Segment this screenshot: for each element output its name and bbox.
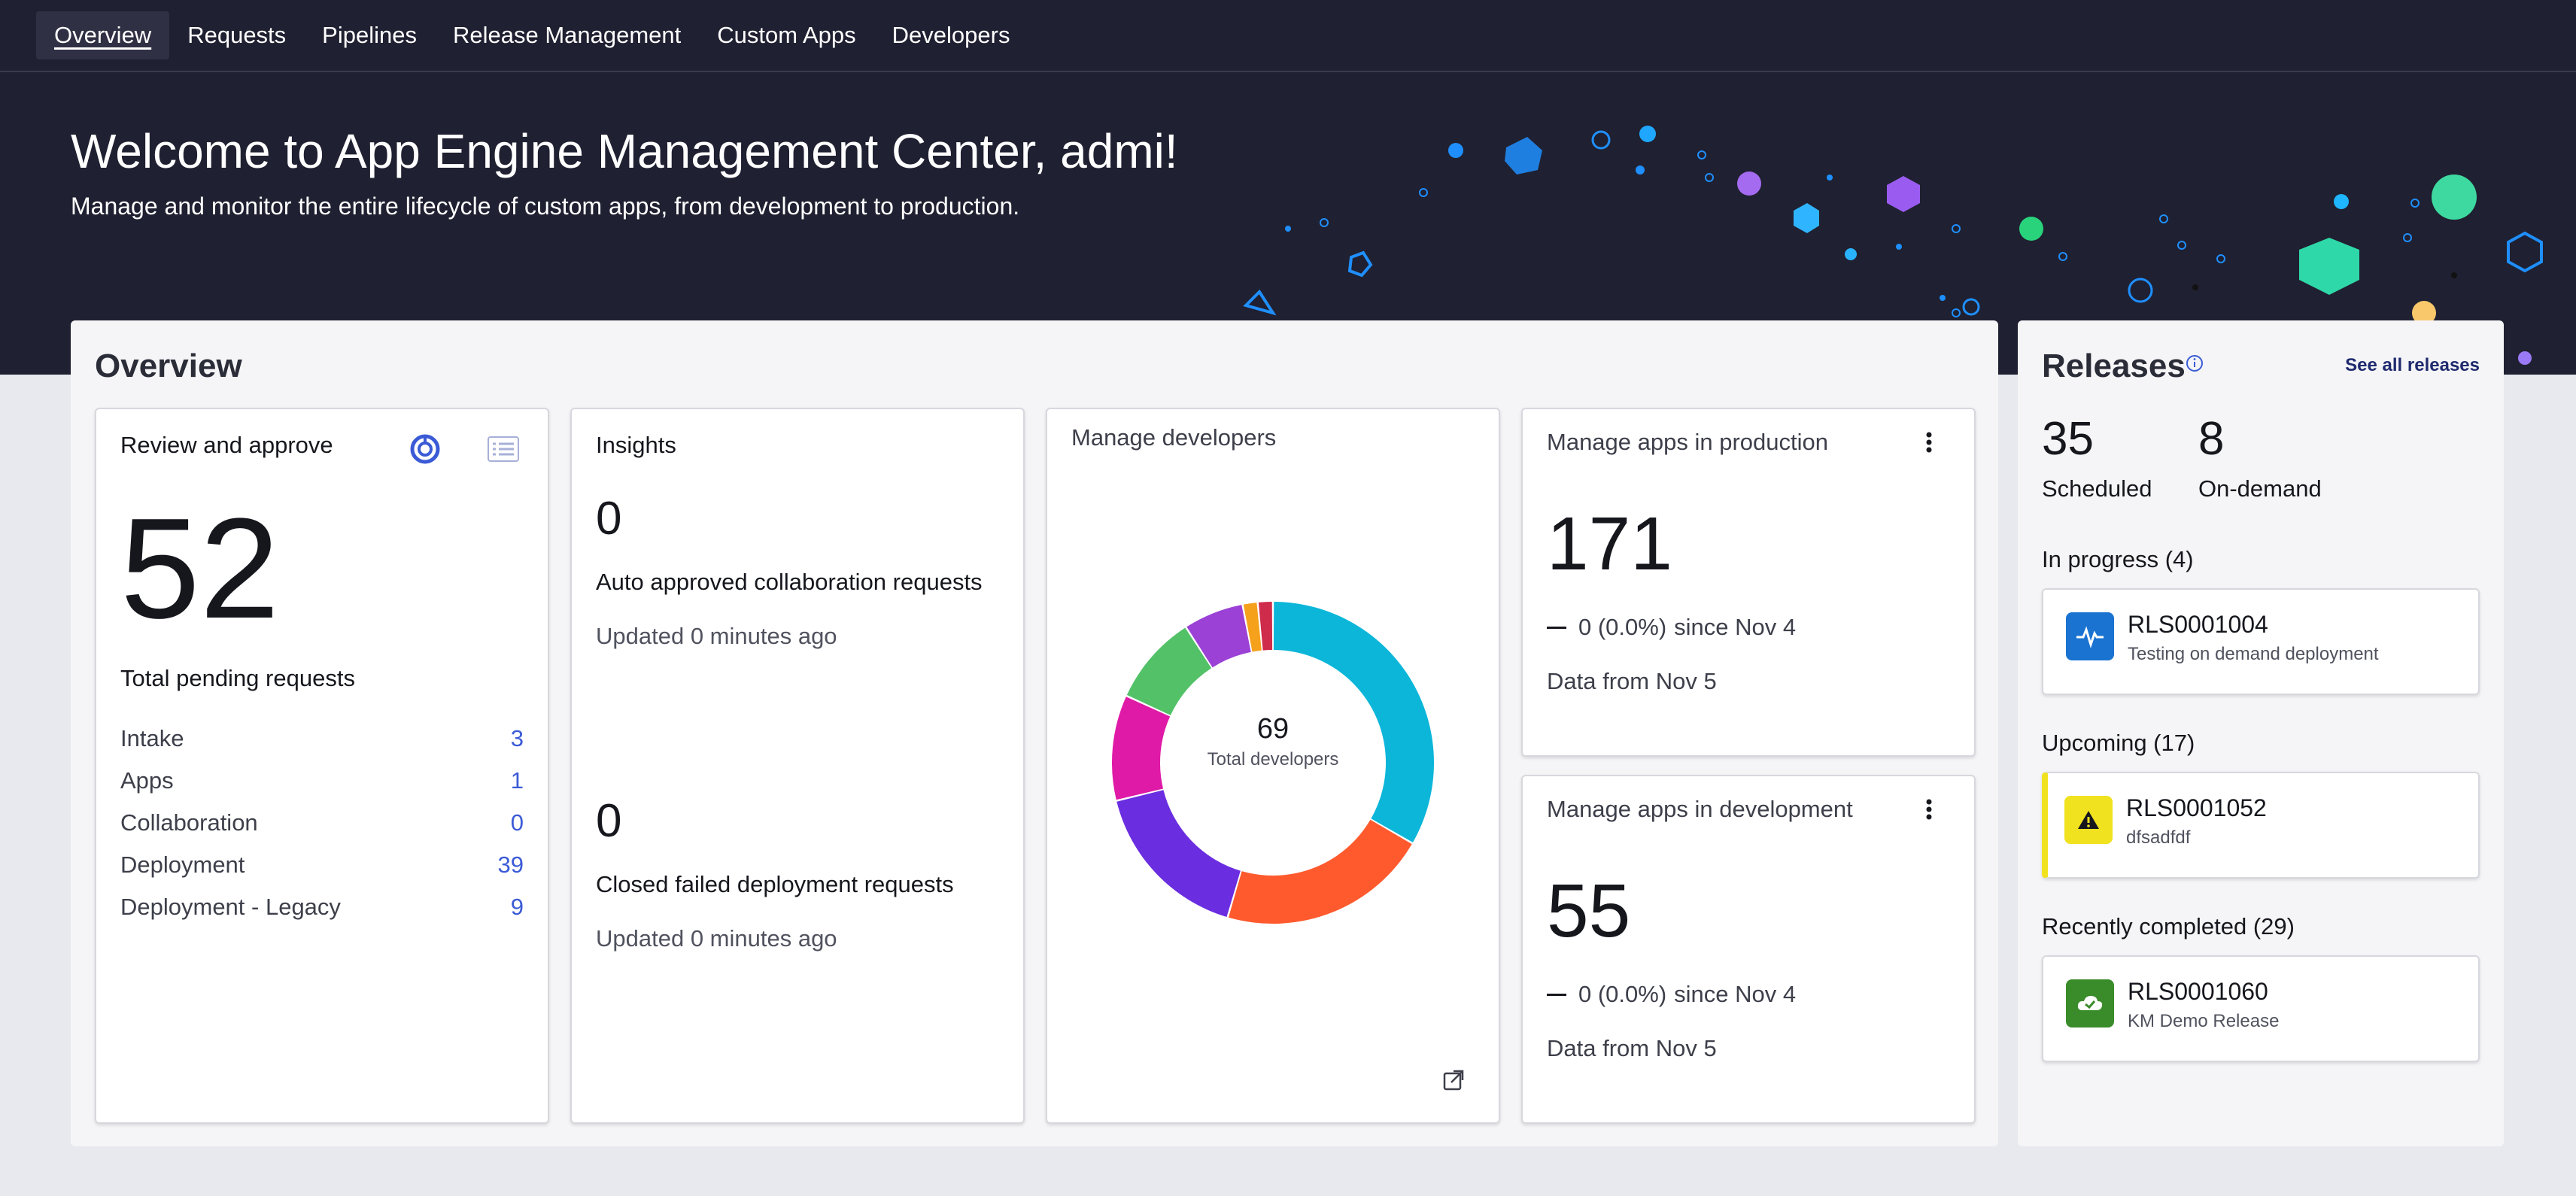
insight-label-closed-failed: Closed failed deployment requests xyxy=(596,871,954,897)
release-id: RLS0001052 xyxy=(2126,794,2267,821)
overview-panel: Overview Review and approve 52 Total pen… xyxy=(71,320,1998,1146)
donut-slice-4[interactable] xyxy=(1112,697,1171,800)
pending-requests-label: Total pending requests xyxy=(120,665,355,691)
donut-slice-7[interactable] xyxy=(1243,603,1262,652)
apps-development-change: 0 (0.0%) since Nov 4 xyxy=(1547,981,1796,1008)
nav-tab-pipelines[interactable]: Pipelines xyxy=(322,22,417,48)
donut-center-value: 69 xyxy=(1256,713,1290,745)
no-change-dash-icon xyxy=(1547,626,1566,629)
list-view-icon[interactable] xyxy=(483,429,524,469)
release-description: Testing on demand deployment xyxy=(2128,644,2379,664)
review-approve-card: Review and approve 52 Total pending requ… xyxy=(95,408,549,1124)
activity-pulse-icon xyxy=(2066,612,2114,660)
apps-production-change: 0 (0.0%) since Nov 4 xyxy=(1547,614,1796,641)
no-change-dash-icon xyxy=(1547,993,1566,996)
welcome-subtitle: Manage and monitor the entire lifecycle … xyxy=(71,193,1020,220)
scheduled-count: 35 xyxy=(2042,413,2094,465)
insight-value-auto-approved: 0 xyxy=(596,493,622,545)
request-row-collaboration[interactable]: Collaboration 0 xyxy=(120,809,524,836)
top-navigation: Overview Requests Pipelines Release Mana… xyxy=(0,0,2576,72)
release-card-in-progress[interactable]: RLS0001004 Testing on demand deployment xyxy=(2042,588,2480,695)
insights-card: Insights 0 Auto approved collaboration r… xyxy=(570,408,1025,1124)
warning-triangle-icon xyxy=(2064,796,2113,844)
recently-completed-heading: Recently completed (29) xyxy=(2042,913,2295,939)
apps-production-card: Manage apps in production 171 0 (0.0%) s… xyxy=(1521,408,1976,757)
release-id: RLS0001060 xyxy=(2128,978,2268,1005)
nav-tab-overview[interactable]: Overview xyxy=(36,11,170,59)
nav-tab-requests[interactable]: Requests xyxy=(187,22,287,48)
manage-developers-card: Manage developers 69 Total developers xyxy=(1046,408,1500,1124)
apps-development-data-from: Data from Nov 5 xyxy=(1547,1035,1717,1061)
request-row-deployment-legacy[interactable]: Deployment - Legacy 9 xyxy=(120,894,524,920)
donut-slice-3[interactable] xyxy=(1116,790,1241,917)
request-row-intake[interactable]: Intake 3 xyxy=(120,725,524,751)
apps-development-title: Manage apps in development xyxy=(1547,796,1853,822)
review-approve-title: Review and approve xyxy=(120,432,333,458)
release-description: dfsadfdf xyxy=(2126,827,2191,848)
overview-title: Overview xyxy=(95,348,242,384)
release-card-upcoming[interactable]: RLS0001052 dfsadfdf xyxy=(2042,772,2480,879)
donut-slice-8[interactable] xyxy=(1258,602,1273,651)
insight-value-closed-failed: 0 xyxy=(596,795,622,847)
release-card-completed[interactable]: RLS0001060 KM Demo Release xyxy=(2042,955,2480,1062)
apps-development-card: Manage apps in development 55 0 (0.0%) s… xyxy=(1521,775,1976,1124)
pending-requests-count: 52 xyxy=(120,489,280,648)
insight-label-auto-approved: Auto approved collaboration requests xyxy=(596,569,983,595)
releases-panel: Releases See all releases 35 Scheduled 8… xyxy=(2018,320,2504,1146)
insights-title: Insights xyxy=(596,432,676,458)
nav-tab-developers[interactable]: Developers xyxy=(892,22,1010,48)
donut-center-label: Total developers xyxy=(1207,749,1339,770)
donut-slice-1[interactable] xyxy=(1273,602,1434,842)
release-description: KM Demo Release xyxy=(2128,1011,2280,1031)
apps-production-title: Manage apps in production xyxy=(1547,429,1828,455)
decorative-shapes-illustration xyxy=(1243,126,2543,365)
donut-chart-icon[interactable] xyxy=(405,429,445,469)
welcome-heading: Welcome to App Engine Management Center,… xyxy=(71,124,1178,178)
scheduled-label: Scheduled xyxy=(2042,475,2152,502)
open-external-icon[interactable] xyxy=(1438,1065,1469,1095)
ondemand-count: 8 xyxy=(2198,413,2225,465)
donut-slice-6[interactable] xyxy=(1186,605,1251,668)
insight-updated-auto-approved: Updated 0 minutes ago xyxy=(596,623,837,649)
more-options-icon[interactable] xyxy=(1914,794,1944,824)
release-id: RLS0001004 xyxy=(2128,611,2268,638)
donut-slice-2[interactable] xyxy=(1228,819,1412,924)
apps-production-data-from: Data from Nov 5 xyxy=(1547,668,1717,694)
donut-slice-5[interactable] xyxy=(1126,627,1212,715)
apps-production-count: 171 xyxy=(1547,502,1672,586)
apps-development-count: 55 xyxy=(1547,869,1631,953)
manage-developers-title: Manage developers xyxy=(1071,424,1277,451)
releases-title: Releases xyxy=(2042,348,2186,384)
developers-donut-chart[interactable] xyxy=(1107,597,1438,928)
more-options-icon[interactable] xyxy=(1914,427,1944,457)
insight-updated-closed-failed: Updated 0 minutes ago xyxy=(596,925,837,952)
nav-tab-release-management[interactable]: Release Management xyxy=(452,22,682,48)
nav-tab-custom-apps[interactable]: Custom Apps xyxy=(717,22,856,48)
request-row-apps[interactable]: Apps 1 xyxy=(120,767,524,794)
upcoming-heading: Upcoming (17) xyxy=(2042,730,2195,756)
info-icon[interactable] xyxy=(2183,352,2206,375)
request-row-deployment[interactable]: Deployment 39 xyxy=(120,851,524,878)
in-progress-heading: In progress (4) xyxy=(2042,546,2194,572)
ondemand-label: On-demand xyxy=(2198,475,2322,502)
cloud-check-icon xyxy=(2066,979,2114,1028)
see-all-releases-link[interactable]: See all releases xyxy=(2345,355,2480,375)
